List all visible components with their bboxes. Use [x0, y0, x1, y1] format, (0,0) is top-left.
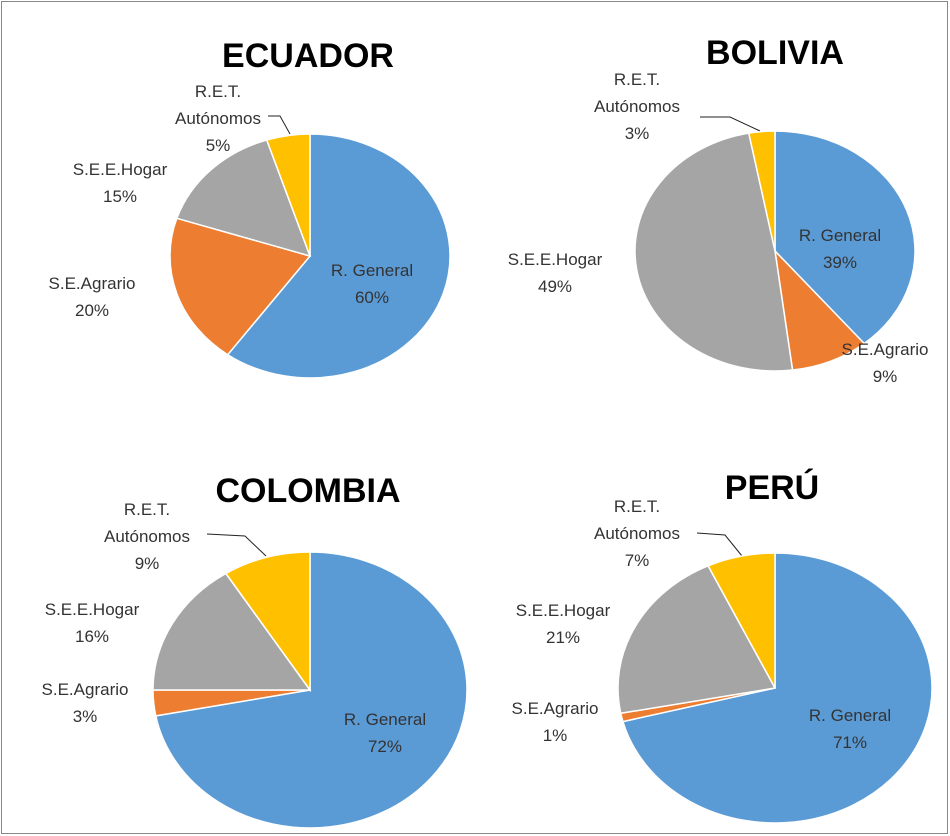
pie-slice [773, 248, 866, 371]
pie-slice [774, 130, 916, 345]
value-label: 9% [872, 367, 898, 386]
value-label: 3% [72, 707, 98, 726]
data-label: S.E.E.Hogar 49% [508, 246, 603, 300]
data-label: S.E.Agrario 3% [42, 676, 129, 730]
category-label: R. General [343, 710, 427, 729]
value-label: 5% [205, 136, 231, 155]
leader-line [206, 533, 267, 557]
data-label: S.E.Agrario 20% [49, 270, 136, 324]
value-label: 9% [134, 554, 160, 573]
leader-line [700, 116, 761, 132]
pie-slice [169, 217, 312, 356]
data-label: S.E.Agrario 9% [842, 336, 929, 390]
category-label: S.E.E.Hogar [515, 601, 611, 620]
category-label: R.E.T. Autónomos [594, 70, 680, 116]
pie-slice [617, 564, 777, 715]
category-label: S.E.E.Hogar [507, 250, 603, 269]
chart-title: COLOMBIA [215, 472, 400, 510]
data-label: R.E.T. Autónomos 5% [168, 78, 268, 159]
category-label: S.E.E.Hogar [44, 600, 140, 619]
data-label: S.E.E.Hogar 15% [73, 156, 168, 210]
value-label: 3% [624, 124, 650, 143]
value-label: 7% [624, 551, 650, 570]
value-label: 21% [545, 628, 581, 647]
value-label: 60% [354, 288, 390, 307]
chart-title: BOLIVIA [706, 34, 844, 72]
pie-slice [154, 551, 468, 829]
pie-slice [634, 132, 794, 372]
category-label: R.E.T. Autónomos [104, 500, 190, 546]
data-label: R.E.T. Autónomos 9% [97, 496, 197, 577]
pie-slice [175, 139, 312, 258]
pie-slice [226, 133, 451, 379]
category-label: S.E.Agrario [841, 340, 929, 359]
value-label: 49% [537, 277, 573, 296]
value-label: 72% [367, 737, 403, 756]
leader-line [268, 115, 291, 135]
pie-slice [707, 552, 776, 689]
category-label: R. General [798, 226, 882, 245]
pie-slice [265, 133, 311, 257]
value-label: 71% [832, 733, 868, 752]
leader-line [696, 532, 743, 557]
category-label: R. General [808, 706, 892, 725]
category-label: S.E.Agrario [511, 699, 599, 718]
category-label: R.E.T. Autónomos [175, 82, 261, 128]
data-label: S.E.Agrario 1% [512, 695, 599, 749]
data-label: S.E.E.Hogar 21% [516, 597, 611, 651]
pie-slice [621, 552, 933, 824]
data-label: R. General 60% [331, 257, 413, 311]
data-label: R. General 39% [799, 222, 881, 276]
value-label: 15% [102, 187, 138, 206]
pie-slice [747, 130, 776, 252]
category-label: R.E.T. Autónomos [594, 497, 680, 543]
data-label: R.E.T. Autónomos 3% [587, 66, 687, 147]
pie-slice [224, 551, 311, 693]
category-label: S.E.E.Hogar [72, 160, 168, 179]
value-label: 1% [542, 726, 568, 745]
category-label: S.E.Agrario [48, 274, 136, 293]
chart-title: PERÚ [725, 469, 819, 507]
pie-slice [152, 572, 312, 691]
value-label: 39% [822, 253, 858, 272]
category-label: S.E.Agrario [41, 680, 129, 699]
category-label: R. General [330, 261, 414, 280]
data-label: S.E.E.Hogar 16% [45, 596, 140, 650]
value-label: 20% [74, 301, 110, 320]
data-label: R.E.T. Autónomos 7% [587, 493, 687, 574]
data-label: R. General 71% [809, 702, 891, 756]
value-label: 16% [74, 627, 110, 646]
chart-title: ECUADOR [222, 37, 394, 75]
data-label: R. General 72% [344, 706, 426, 760]
